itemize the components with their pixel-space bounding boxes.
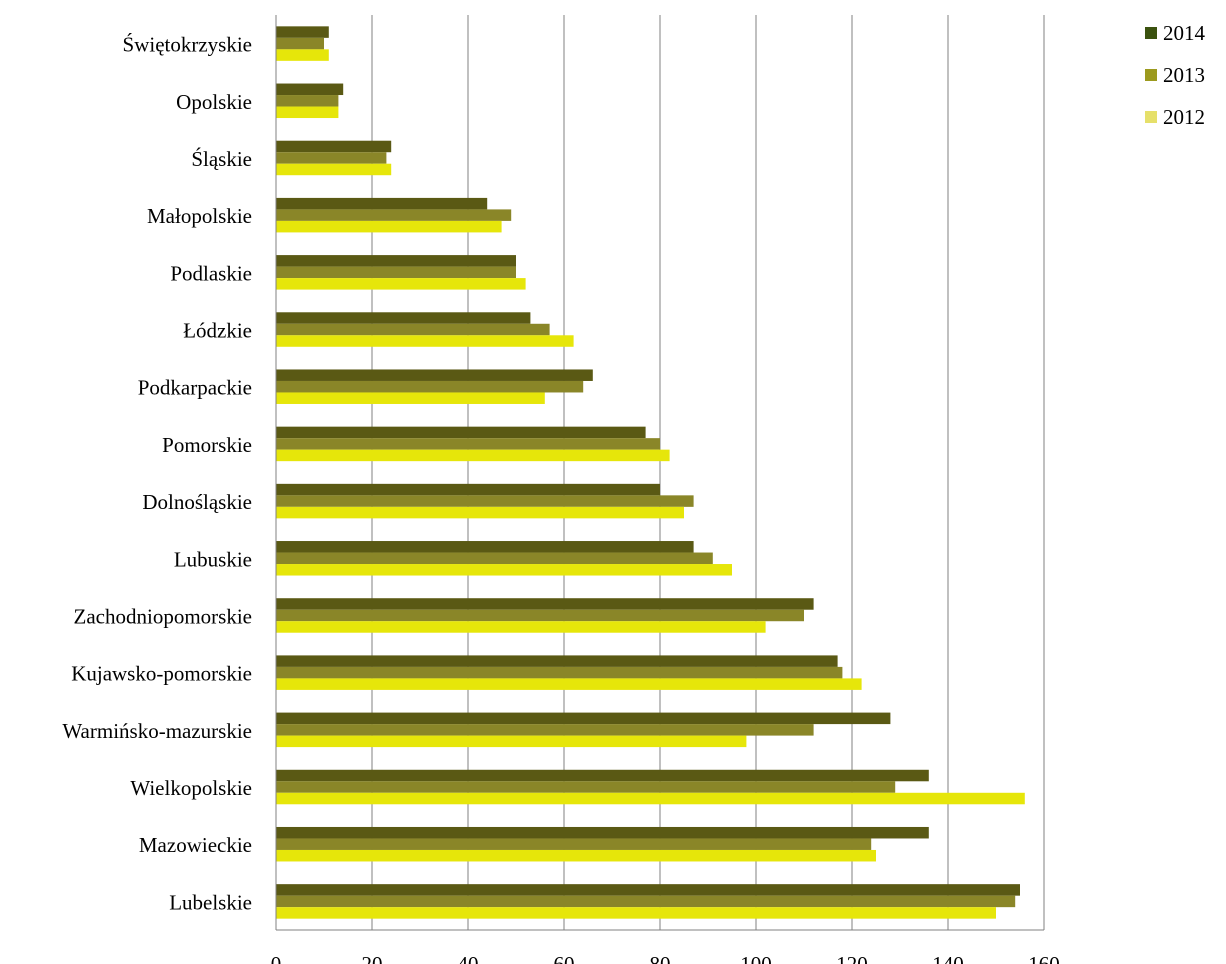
bar-2014-4	[276, 255, 516, 267]
category-label-3: Małopolskie	[147, 204, 252, 228]
bar-2014-9	[276, 541, 694, 553]
bars-layer	[276, 26, 1025, 919]
bar-2014-11	[276, 655, 838, 667]
bar-2012-12	[276, 735, 747, 748]
category-label-0: Świętokrzyskie	[123, 33, 252, 57]
category-label-7: Pomorskie	[162, 433, 252, 457]
legend-label-2012: 2012	[1163, 104, 1205, 129]
legend-item-2012: 2012	[1145, 96, 1205, 138]
bar-2012-4	[276, 278, 526, 290]
bar-2012-10	[276, 621, 766, 633]
legend-item-2014: 2014	[1145, 12, 1205, 54]
category-label-6: Podkarpackie	[138, 376, 252, 400]
bar-2012-2	[276, 163, 392, 176]
bar-2013-3	[276, 209, 512, 221]
bar-2013-7	[276, 438, 660, 450]
bar-2014-8	[276, 483, 660, 496]
x-tick-label-100: 100	[740, 952, 772, 964]
category-label-1: Opolskie	[176, 90, 252, 114]
category-label-11: Kujawsko-pomorskie	[71, 662, 252, 686]
category-label-13: Wielkopolskie	[130, 776, 252, 800]
category-label-9: Lubuskie	[174, 547, 252, 571]
x-tick-label-120: 120	[836, 952, 868, 964]
bar-2014-1	[276, 83, 344, 96]
bar-2012-3	[276, 220, 502, 233]
bar-2014-2	[276, 140, 392, 153]
x-tick-label-40: 40	[458, 952, 479, 964]
bar-2013-13	[276, 781, 896, 793]
bar-2013-2	[276, 152, 387, 164]
x-tick-label-0: 0	[271, 952, 282, 964]
bar-2012-0	[276, 49, 329, 61]
bar-2013-1	[276, 95, 339, 107]
bar-2014-7	[276, 426, 646, 439]
bar-2012-1	[276, 106, 339, 119]
bar-2012-15	[276, 907, 996, 919]
x-tick-label-80: 80	[650, 952, 671, 964]
bar-2014-5	[276, 312, 531, 324]
legend: 2014 2013 2012	[1145, 12, 1205, 138]
bar-2012-5	[276, 335, 574, 347]
axis-layer	[275, 15, 1044, 931]
category-label-2: Śląskie	[191, 147, 252, 171]
bar-2014-0	[276, 26, 329, 38]
bar-2014-13	[276, 769, 929, 782]
category-labels: Świętokrzyskie Opolskie Śląskie Małopolskie…	[62, 33, 252, 915]
bar-2014-6	[276, 369, 593, 381]
legend-swatch-2013	[1145, 69, 1157, 81]
category-label-14: Mazowieckie	[139, 833, 252, 857]
category-label-8: Dolnośląskie	[142, 490, 252, 514]
legend-item-2013: 2013	[1145, 54, 1205, 96]
bar-2012-13	[276, 792, 1025, 805]
legend-label-2013: 2013	[1163, 62, 1205, 87]
bar-2014-14	[276, 826, 929, 839]
legend-swatch-2014	[1145, 27, 1157, 39]
x-tick-label-60: 60	[554, 952, 575, 964]
category-label-15: Lubelskie	[169, 890, 252, 914]
bar-2013-9	[276, 552, 713, 565]
category-label-4: Podlaskie	[170, 261, 252, 285]
bar-2012-7	[276, 449, 670, 462]
bar-2013-6	[276, 380, 584, 393]
category-label-5: Łódzkie	[183, 319, 252, 343]
legend-swatch-2012	[1145, 111, 1157, 123]
bar-2013-8	[276, 495, 694, 507]
legend-label-2014: 2014	[1163, 20, 1205, 45]
bar-2013-0	[276, 37, 324, 50]
bar-2014-3	[276, 197, 488, 210]
grid-layer	[371, 15, 1045, 930]
bar-2013-14	[276, 838, 872, 850]
x-tick-label-20: 20	[362, 952, 383, 964]
bar-2012-8	[276, 506, 684, 519]
bar-2012-11	[276, 678, 862, 690]
bar-2013-15	[276, 895, 1016, 908]
x-tick-label-140: 140	[932, 952, 964, 964]
bar-2013-4	[276, 266, 516, 279]
bar-2012-14	[276, 849, 876, 862]
bar-2012-9	[276, 564, 732, 576]
category-label-10: Zachodniopomorskie	[74, 604, 252, 628]
bar-2013-11	[276, 666, 843, 679]
bar-2014-15	[276, 884, 1020, 896]
bar-2014-12	[276, 712, 891, 725]
bar-2012-6	[276, 392, 545, 404]
x-tick-label-160: 160	[1028, 952, 1060, 964]
x-tick-labels: 0 20 40 60 80 100 120 140 160	[271, 952, 1060, 964]
bar-2013-12	[276, 724, 814, 736]
bar-2013-10	[276, 609, 804, 622]
bar-2013-5	[276, 323, 550, 336]
bar-2014-10	[276, 598, 814, 610]
category-label-12: Warmińsko-mazurskie	[62, 719, 252, 743]
